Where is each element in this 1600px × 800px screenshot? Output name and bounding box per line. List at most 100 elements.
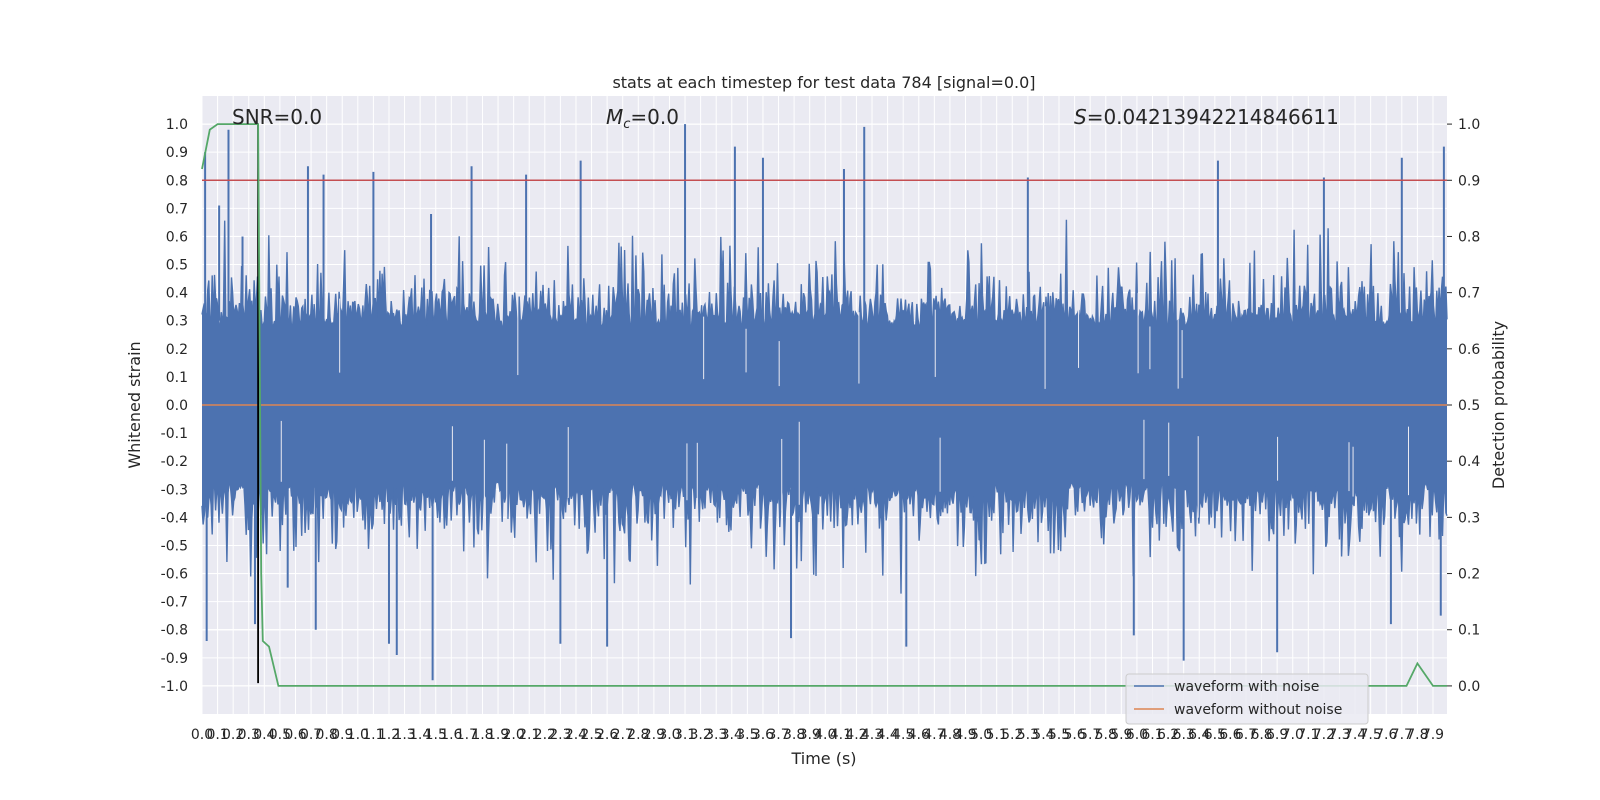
legend: waveform with noise waveform without noi… <box>1125 673 1369 725</box>
y-right-tick-label: 0.3 <box>1458 510 1480 526</box>
x-tick-label: 1.0 <box>347 727 369 743</box>
x-tick-label: 3.3 <box>705 727 727 743</box>
x-tick-label: 1.7 <box>456 727 478 743</box>
y-left-tick-label: -0.9 <box>161 651 188 667</box>
overlay-series <box>201 123 1447 687</box>
y-right-tick-label: 0.6 <box>1458 342 1480 358</box>
chirp-mass-subscript: c <box>623 117 630 132</box>
x-tick-label: 4.2 <box>845 727 867 743</box>
y-left-tick-label: 0.1 <box>166 370 188 386</box>
x-tick-label: 3.5 <box>736 727 758 743</box>
x-tick-label: 2.4 <box>565 727 587 743</box>
snr-annotation: SNR=0.0 <box>232 105 322 129</box>
y-right-tick-label: 0.8 <box>1458 229 1480 245</box>
y-left-tick-label: -0.5 <box>161 538 188 554</box>
x-tick-label: 4.7 <box>923 727 945 743</box>
y-right-tick-labels: 1.0 0.9 0.8 0.7 0.6 0.5 0.4 0.3 0.2 0.1 0.0 <box>1447 117 1480 695</box>
x-tick-label: 2.6 <box>596 727 618 743</box>
legend-label-noise: waveform with noise <box>1174 679 1319 695</box>
x-tick-label: 0.9 <box>331 727 353 743</box>
x-tick-label: 0.3 <box>238 727 260 743</box>
y-left-tick-label: -0.7 <box>161 595 188 611</box>
y-left-tick-label: 0.4 <box>166 286 188 302</box>
x-tick-label: 2.9 <box>643 727 665 743</box>
noise-upper-edge <box>201 219 1448 330</box>
x-tick-label: 6.6 <box>1219 727 1241 743</box>
x-tick-label: 3.6 <box>752 727 774 743</box>
x-tick-label: 5.0 <box>970 727 992 743</box>
x-axis-label: Time (s) <box>790 749 856 768</box>
y-left-tick-label: -0.2 <box>161 454 188 470</box>
y-right-tick-label: 0.7 <box>1458 286 1480 302</box>
x-tick-label: 6.4 <box>1188 727 1210 743</box>
x-tick-label: 3.9 <box>799 727 821 743</box>
x-tick-label: 0.7 <box>300 727 322 743</box>
x-tick-label: 6.0 <box>1126 727 1148 743</box>
y-left-tick-labels: 1.0 0.9 0.8 0.7 0.6 0.5 0.4 0.3 0.2 0.1 0.0 -0.1 -0.… <box>161 117 188 695</box>
y-left-tick-label: 0.0 <box>166 398 188 414</box>
s-symbol: S <box>1074 105 1087 129</box>
x-tick-label: 3.0 <box>658 727 680 743</box>
x-tick-label: 5.8 <box>1095 727 1117 743</box>
x-tick-label: 5.7 <box>1079 727 1101 743</box>
y-right-axis-label: Detection probability <box>1489 321 1508 489</box>
x-tick-label: 5.1 <box>986 727 1008 743</box>
x-tick-label: 2.1 <box>518 727 540 743</box>
x-tick-label: 7.9 <box>1422 727 1444 743</box>
y-left-tick-label: 0.7 <box>166 201 188 217</box>
x-tick-label: 6.8 <box>1250 727 1272 743</box>
x-tick-label: 7.8 <box>1406 727 1428 743</box>
x-tick-label: 6.2 <box>1157 727 1179 743</box>
y-right-tick-label: 0.1 <box>1458 623 1480 639</box>
x-tick-label: 2.3 <box>549 727 571 743</box>
x-tick-label: 3.1 <box>674 727 696 743</box>
y-right-tick-label: 1.0 <box>1458 117 1480 133</box>
x-tick-label: 3.2 <box>689 727 711 743</box>
x-tick-label: 1.2 <box>378 727 400 743</box>
chirp-mass-symbol: M <box>606 105 623 129</box>
x-tick-label: 7.4 <box>1344 727 1366 743</box>
y-left-tick-label: 0.5 <box>166 258 188 274</box>
chart-title: stats at each timestep for test data 784… <box>612 73 1035 92</box>
x-tick-label: 0.0 <box>191 727 213 743</box>
x-tick-label: 7.2 <box>1313 727 1335 743</box>
y-right-tick-label: 0.5 <box>1458 398 1480 414</box>
x-tick-label: 1.3 <box>393 727 415 743</box>
s-value: =0.04213942214846611 <box>1087 105 1339 129</box>
x-tick-label: 1.8 <box>471 727 493 743</box>
chirp-mass-value: =0.0 <box>630 105 679 129</box>
x-tick-label: 0.5 <box>269 727 291 743</box>
x-tick-label: 6.1 <box>1141 727 1163 743</box>
y-left-tick-label: -0.4 <box>161 510 188 526</box>
s-annotation: S=0.04213942214846611 <box>1074 105 1339 129</box>
y-left-tick-label: -0.8 <box>161 623 188 639</box>
x-tick-label: 6.3 <box>1173 727 1195 743</box>
x-tick-label: 7.6 <box>1375 727 1397 743</box>
y-left-axis-label: Whitened strain <box>125 341 144 468</box>
y-right-tick-label: 0.4 <box>1458 454 1480 470</box>
y-left-tick-label: 0.3 <box>166 314 188 330</box>
x-tick-label: 0.4 <box>253 727 275 743</box>
x-tick-label: 0.1 <box>206 727 228 743</box>
x-tick-label: 2.2 <box>534 727 556 743</box>
y-left-tick-label: -0.6 <box>161 567 188 583</box>
y-left-tick-label: 0.9 <box>166 145 188 161</box>
y-left-tick-label: 0.8 <box>166 173 188 189</box>
x-tick-label: 3.4 <box>721 727 743 743</box>
x-tick-label: 1.5 <box>425 727 447 743</box>
x-tick-label: 4.9 <box>954 727 976 743</box>
x-tick-label: 1.9 <box>487 727 509 743</box>
y-left-tick-label: -0.3 <box>161 482 188 498</box>
x-tick-label: 5.9 <box>1110 727 1132 743</box>
noise-lower-edge <box>201 480 1448 594</box>
x-tick-label: 3.7 <box>767 727 789 743</box>
y-left-tick-label: -0.1 <box>161 426 188 442</box>
x-tick-label: 7.0 <box>1282 727 1304 743</box>
y-left-tick-label: -1.0 <box>161 679 188 695</box>
x-tick-label: 0.8 <box>316 727 338 743</box>
chirp-mass-annotation: Mc=0.0 <box>606 105 679 132</box>
x-tick-label: 3.8 <box>783 727 805 743</box>
x-tick-label: 7.5 <box>1360 727 1382 743</box>
x-tick-label: 1.4 <box>409 727 431 743</box>
